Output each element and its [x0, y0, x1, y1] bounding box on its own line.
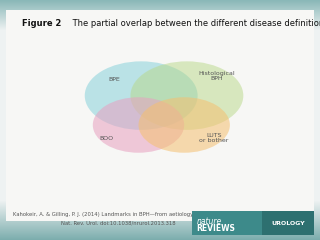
- Text: BPE: BPE: [108, 77, 120, 82]
- Circle shape: [131, 61, 243, 130]
- Text: UROLOGY: UROLOGY: [271, 221, 305, 226]
- Text: nature: nature: [197, 217, 222, 226]
- Text: BOO: BOO: [99, 136, 113, 141]
- Text: Kahokeir, A. & Gilling, P. J. (2014) Landmarks in BPH—from aetiology to medical : Kahokeir, A. & Gilling, P. J. (2014) Lan…: [13, 212, 294, 217]
- Text: Histological
BPH: Histological BPH: [198, 71, 235, 81]
- Circle shape: [93, 97, 184, 153]
- FancyBboxPatch shape: [262, 211, 314, 235]
- Circle shape: [139, 97, 230, 153]
- Text: The partial overlap between the different disease definitions: The partial overlap between the differen…: [70, 19, 320, 28]
- Text: LUTS
or bother: LUTS or bother: [199, 133, 228, 144]
- Text: Nat. Rev. Urol. doi:10.1038/nrurol.2013.318: Nat. Rev. Urol. doi:10.1038/nrurol.2013.…: [61, 220, 175, 225]
- Text: Figure 2: Figure 2: [22, 19, 62, 28]
- Circle shape: [85, 61, 198, 130]
- FancyBboxPatch shape: [192, 211, 262, 235]
- Text: REVIEWS: REVIEWS: [196, 224, 235, 233]
- FancyBboxPatch shape: [6, 10, 314, 221]
